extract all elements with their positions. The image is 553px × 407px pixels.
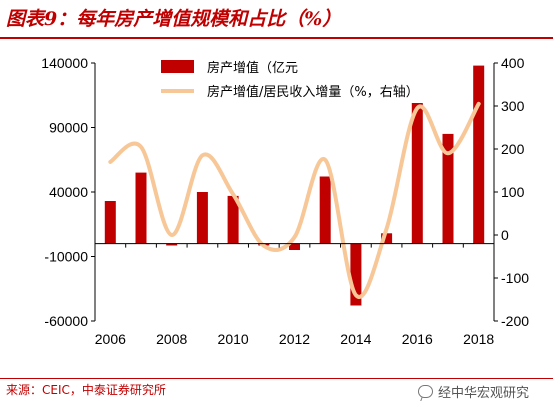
bar-2018 [473,65,485,244]
right-tick-label: -100 [501,270,529,286]
bar-2006 [104,201,116,244]
x-tick-label: 2010 [218,331,249,347]
legend-bar-swatch [161,60,194,73]
x-tick-label: 2008 [156,331,187,347]
left-tick-label: -10000 [44,249,88,265]
bar-2017 [442,133,454,244]
right-tick-label: 300 [501,98,525,114]
source-note: 来源：CEIC，中泰证券研究所 [6,383,166,397]
bar-2016 [411,103,423,244]
watermark-text: 经中华宏观研究 [438,386,530,401]
x-tick-label: 2018 [463,331,494,347]
x-tick-label: 2016 [402,331,433,347]
right-tick-label: 100 [501,184,525,200]
right-tick-label: 400 [501,55,525,71]
line-layer [108,101,481,299]
figure-title: 图表9：每年房产增值规模和占比（%） [6,8,342,30]
bar-2013 [319,176,331,244]
wechat-icon [418,385,433,398]
bars-layer [104,65,485,306]
legend-bar-label: 房产增值（亿元 [207,60,298,76]
watermark: 经中华宏观研究 [418,382,529,401]
x-tick-label: 2006 [95,331,126,347]
legend-line-label: 房产增值/居民收入增量（%，右轴） [207,84,419,100]
bar-2009 [196,192,208,244]
bar-2012 [289,243,300,250]
right-tick-label: 0 [501,227,509,243]
right-tick-label: 200 [501,141,525,157]
bar-2015 [381,233,393,244]
ratio-line [108,101,481,299]
x-tick-label: 2012 [279,331,310,347]
left-tick-label: 40000 [49,184,88,200]
bar-2014 [350,243,362,306]
right-tick-label: -200 [501,313,529,329]
bar-2008 [166,243,178,246]
bar-2010 [227,195,239,244]
source-rule [0,378,553,379]
left-tick-label: 140000 [41,55,88,71]
axes-layer: 140000 90000 40000 -10000 -60000 400 300 200 100… [41,55,529,347]
bar-2007 [135,172,147,244]
x-tick-label: 2014 [340,331,371,347]
left-tick-label: 90000 [49,120,88,136]
chart: 140000 90000 40000 -10000 -60000 400 300 200 100… [41,55,529,347]
title-rule [0,37,553,39]
left-tick-label: -60000 [44,313,88,329]
